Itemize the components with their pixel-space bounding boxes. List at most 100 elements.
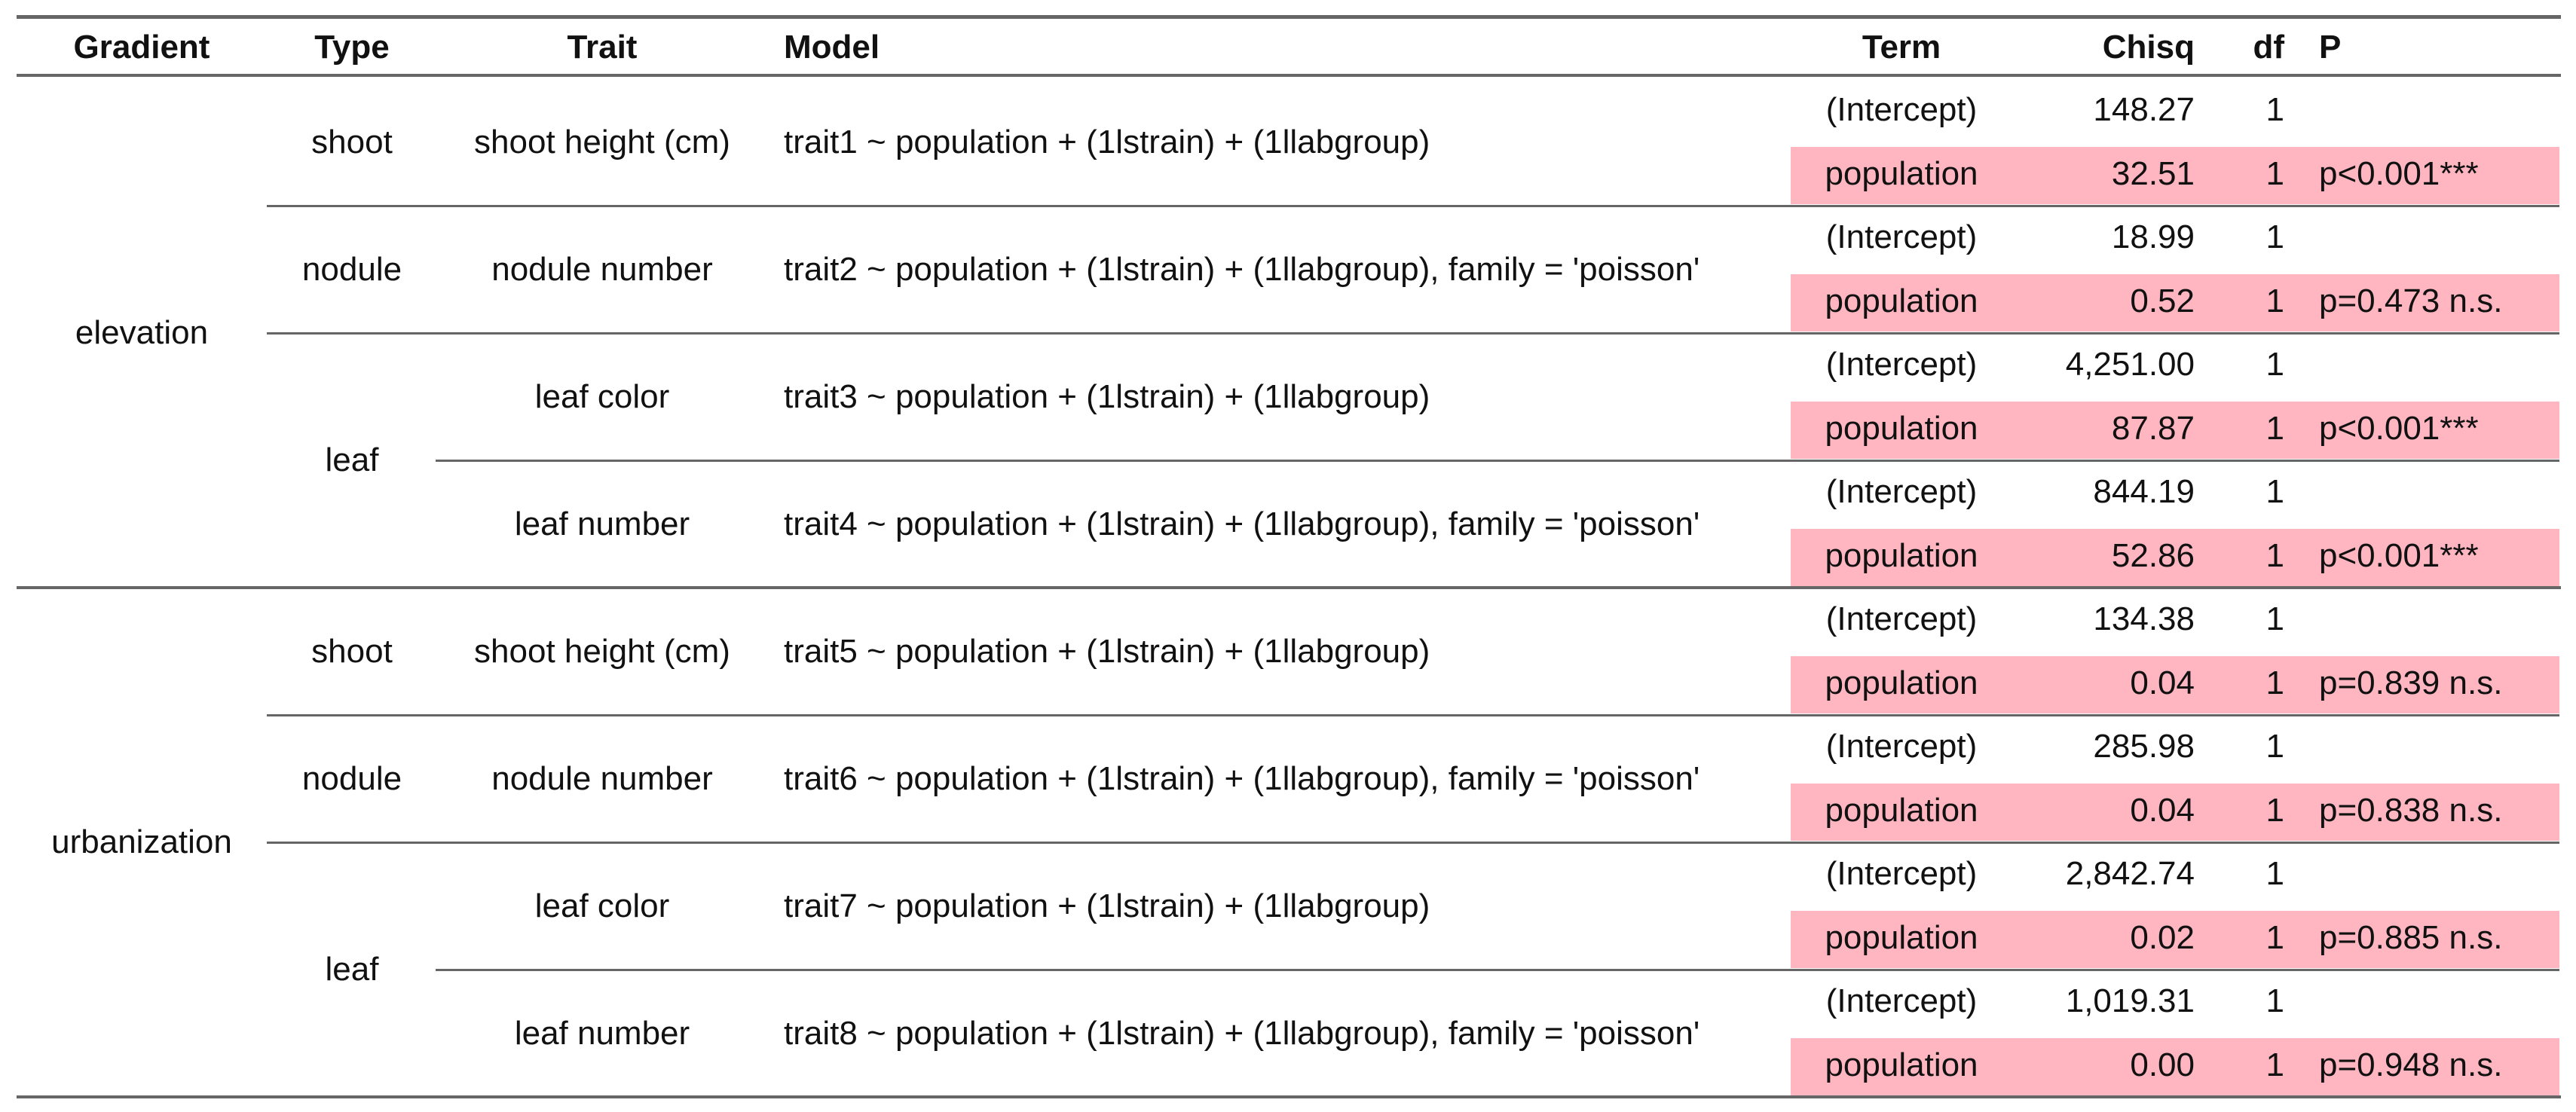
highlight-row	[1791, 910, 2559, 968]
type-rule	[267, 332, 2559, 335]
p-cell: p=0.948 n.s.	[2319, 1046, 2503, 1083]
term-cell: population	[1825, 409, 1978, 447]
df-cell: 1	[2265, 855, 2284, 893]
type-cell: shoot	[311, 632, 393, 670]
df-cell: 1	[2265, 346, 2284, 383]
trait-cell: leaf number	[514, 1014, 690, 1052]
chisq-cell: 0.00	[2130, 1046, 2195, 1083]
chisq-cell: 18.99	[2111, 218, 2195, 256]
highlight-row	[1791, 146, 2559, 204]
chisq-cell: 148.27	[2093, 91, 2195, 129]
header-gradient: Gradient	[73, 29, 210, 66]
p-cell: p=0.473 n.s.	[2319, 282, 2503, 319]
df-cell: 1	[2265, 918, 2284, 956]
top-rule	[17, 15, 2561, 19]
term-cell: population	[1825, 1046, 1978, 1083]
chisq-cell: 0.52	[2130, 282, 2195, 319]
model-cell: trait2 ~ population + (1lstrain) + (1lla…	[784, 250, 1700, 288]
type-cell: leaf	[325, 441, 379, 478]
chisq-cell: 844.19	[2093, 473, 2195, 511]
trait-cell: shoot height (cm)	[474, 123, 730, 160]
df-cell: 1	[2265, 664, 2284, 701]
p-cell: p=0.839 n.s.	[2319, 664, 2503, 701]
trait-cell: nodule number	[491, 250, 713, 288]
term-cell: (Intercept)	[1825, 728, 1978, 765]
type-rule	[267, 714, 2559, 716]
chisq-cell: 0.02	[2130, 918, 2195, 956]
term-cell: (Intercept)	[1825, 346, 1978, 383]
gradient-rule	[17, 586, 2561, 589]
gradient-cell: urbanization	[51, 823, 232, 860]
header-type: Type	[314, 29, 390, 66]
trait-rule	[436, 460, 2559, 462]
df-cell: 1	[2265, 409, 2284, 447]
chisq-cell: 1,019.31	[2065, 982, 2195, 1020]
chisq-cell: 2,842.74	[2065, 855, 2195, 893]
highlight-row	[1791, 1037, 2559, 1095]
chisq-cell: 52.86	[2111, 536, 2195, 574]
df-cell: 1	[2265, 791, 2284, 829]
term-cell: (Intercept)	[1825, 982, 1978, 1020]
chisq-cell: 32.51	[2111, 154, 2195, 192]
model-cell: trait3 ~ population + (1lstrain) + (1lla…	[784, 377, 1430, 415]
highlight-row	[1791, 783, 2559, 841]
term-cell: population	[1825, 154, 1978, 192]
p-cell: p=0.838 n.s.	[2319, 791, 2503, 829]
df-cell: 1	[2265, 154, 2284, 192]
trait-cell: shoot height (cm)	[474, 632, 730, 670]
df-cell: 1	[2265, 982, 2284, 1020]
trait-cell: leaf number	[514, 505, 690, 542]
trait-cell: nodule number	[491, 759, 713, 797]
p-cell: p<0.001***	[2319, 536, 2479, 574]
model-cell: trait7 ~ population + (1lstrain) + (1lla…	[784, 887, 1430, 924]
df-cell: 1	[2265, 536, 2284, 574]
highlight-row	[1791, 273, 2559, 331]
model-cell: trait4 ~ population + (1lstrain) + (1lla…	[784, 505, 1700, 542]
header-trait: Trait	[567, 29, 638, 66]
header-p: P	[2319, 29, 2342, 66]
term-cell: (Intercept)	[1825, 218, 1978, 256]
highlight-row	[1791, 401, 2559, 459]
term-cell: (Intercept)	[1825, 855, 1978, 893]
gradient-cell: elevation	[75, 314, 209, 351]
model-cell: trait5 ~ population + (1lstrain) + (1lla…	[784, 632, 1430, 670]
model-cell: trait1 ~ population + (1lstrain) + (1lla…	[784, 123, 1430, 160]
df-cell: 1	[2265, 282, 2284, 319]
chisq-cell: 285.98	[2093, 728, 2195, 765]
term-cell: population	[1825, 282, 1978, 319]
term-cell: (Intercept)	[1825, 91, 1978, 129]
type-cell: nodule	[301, 759, 402, 797]
highlight-row	[1791, 528, 2559, 586]
df-cell: 1	[2265, 600, 2284, 638]
type-cell: nodule	[301, 250, 402, 288]
term-cell: population	[1825, 536, 1978, 574]
type-rule	[267, 205, 2559, 207]
term-cell: (Intercept)	[1825, 473, 1978, 511]
p-cell: p<0.001***	[2319, 409, 2479, 447]
bottom-rule	[17, 1095, 2561, 1098]
header-term: Term	[1862, 29, 1941, 66]
header-df: df	[2253, 29, 2284, 66]
chisq-cell: 4,251.00	[2065, 346, 2195, 383]
p-cell: p=0.885 n.s.	[2319, 918, 2503, 956]
chisq-cell: 0.04	[2130, 791, 2195, 829]
type-cell: leaf	[325, 951, 379, 988]
chisq-cell: 87.87	[2111, 409, 2195, 447]
term-cell: population	[1825, 791, 1978, 829]
chisq-cell: 0.04	[2130, 664, 2195, 701]
type-rule	[267, 842, 2559, 844]
p-cell: p<0.001***	[2319, 154, 2479, 192]
df-cell: 1	[2265, 1046, 2284, 1083]
model-cell: trait8 ~ population + (1lstrain) + (1lla…	[784, 1014, 1700, 1052]
df-cell: 1	[2265, 473, 2284, 511]
term-cell: (Intercept)	[1825, 600, 1978, 638]
df-cell: 1	[2265, 91, 2284, 129]
header-rule	[17, 74, 2561, 77]
highlight-row	[1791, 655, 2559, 713]
header-chisq: Chisq	[2102, 29, 2195, 66]
trait-rule	[436, 969, 2559, 971]
df-cell: 1	[2265, 218, 2284, 256]
trait-cell: leaf color	[534, 887, 670, 924]
model-cell: trait6 ~ population + (1lstrain) + (1lla…	[784, 759, 1700, 797]
term-cell: population	[1825, 918, 1978, 956]
